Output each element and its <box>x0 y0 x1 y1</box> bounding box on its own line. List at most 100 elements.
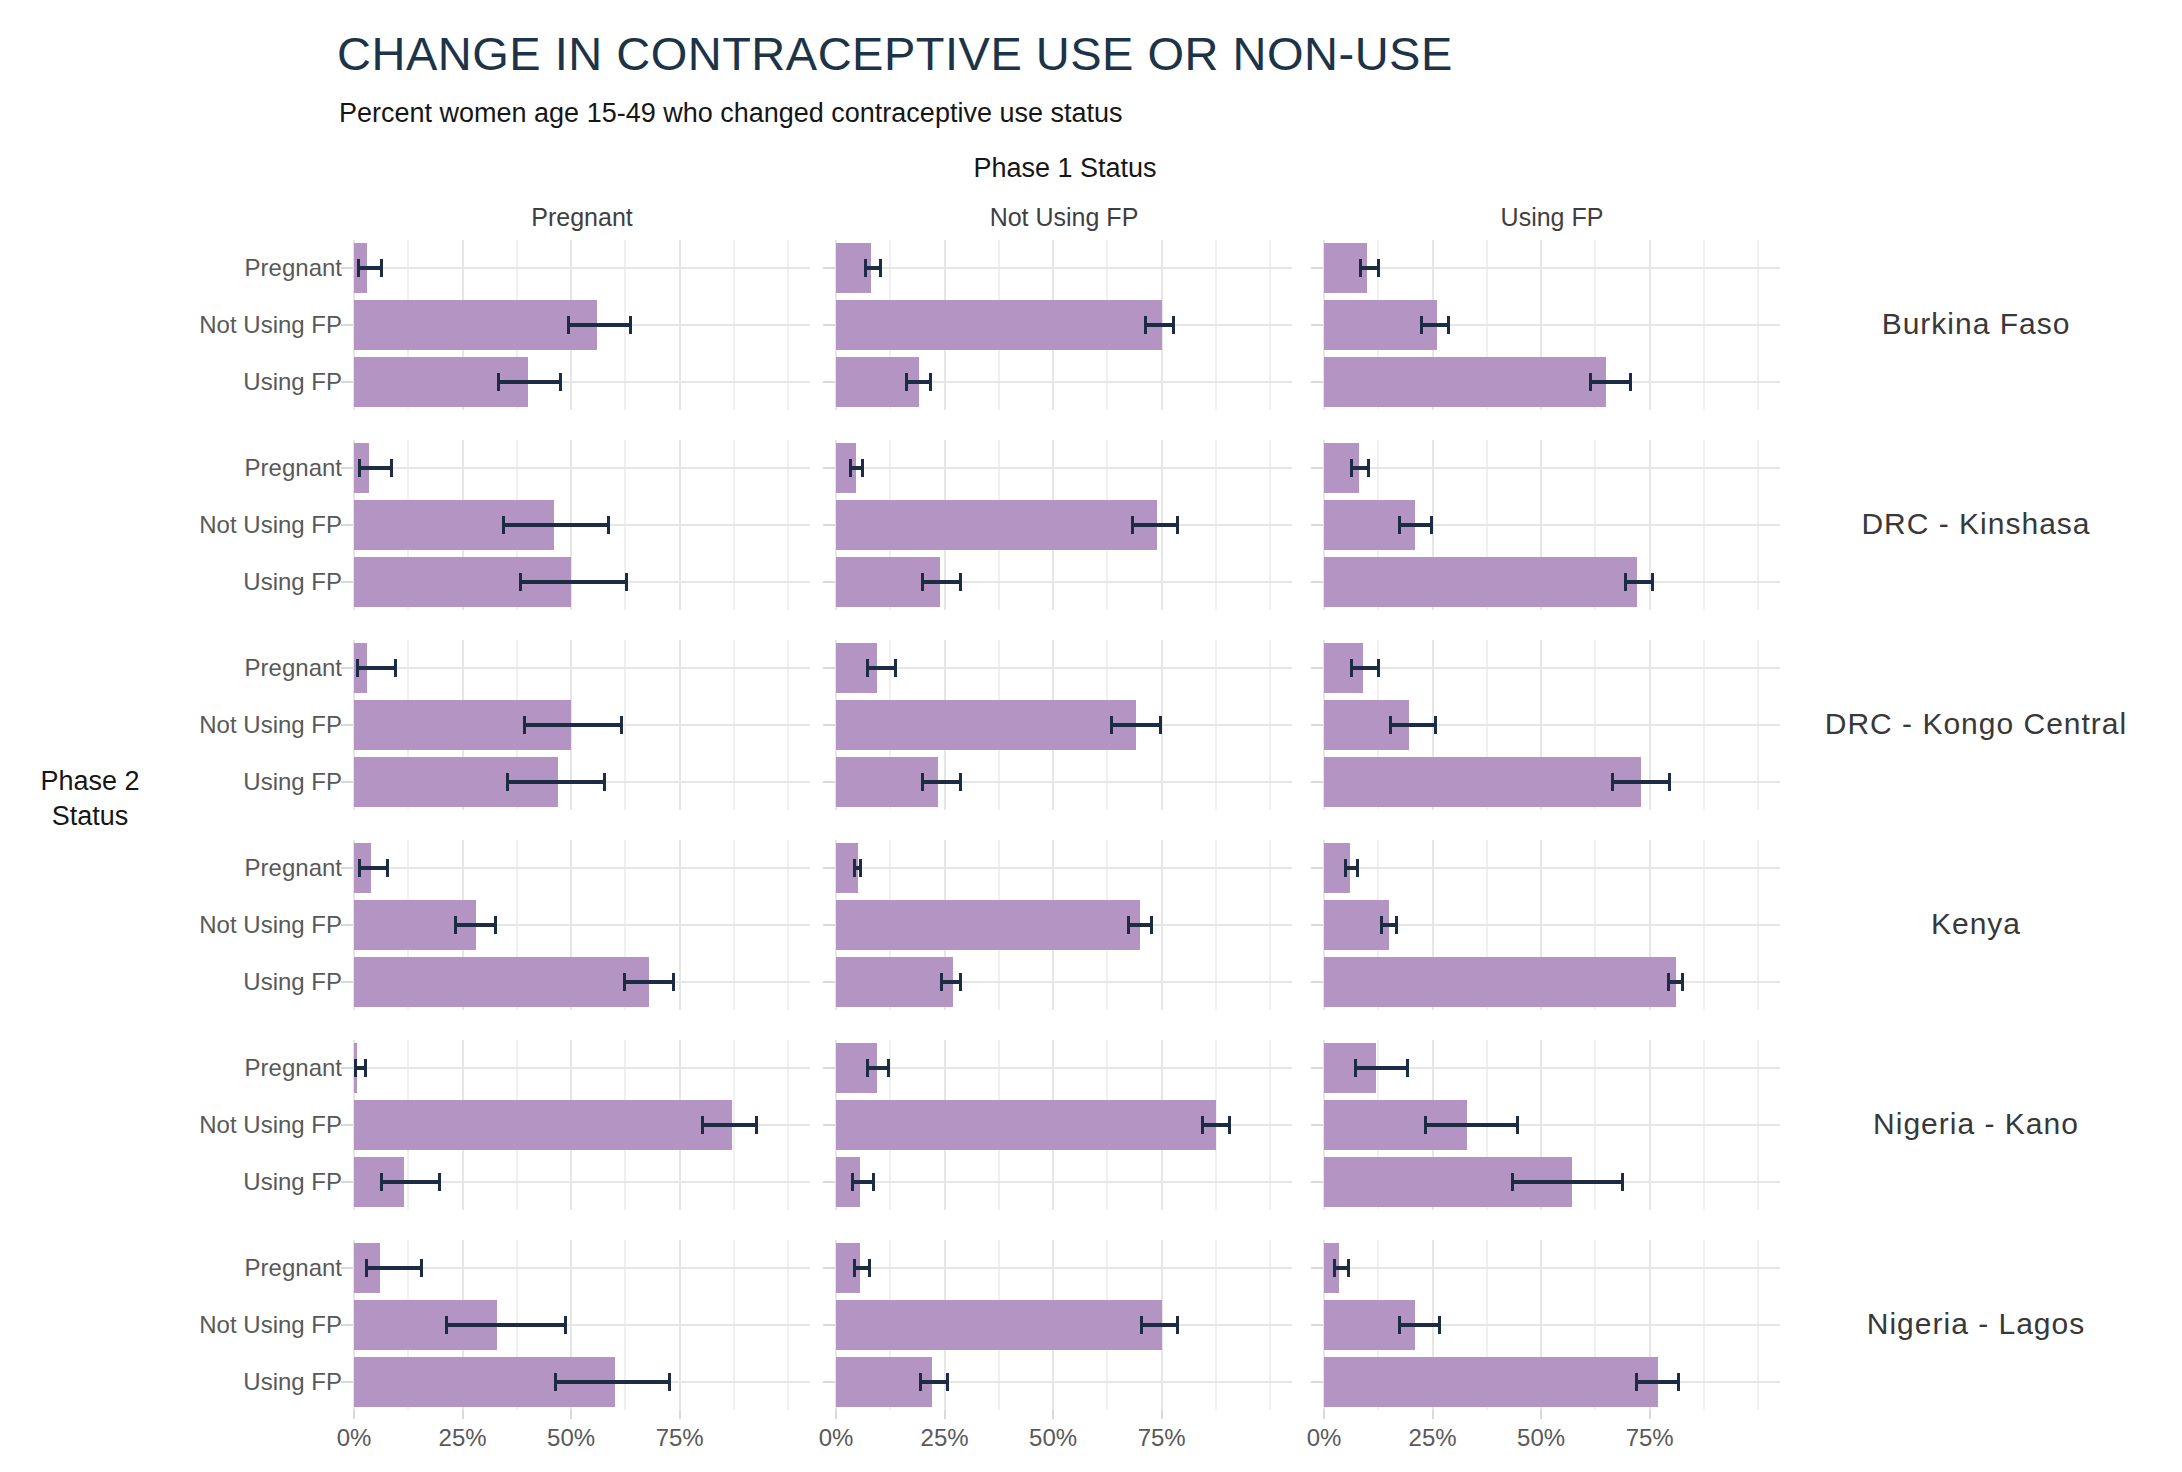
y-axis-tick <box>823 1181 835 1183</box>
bar-category-label: Pregnant <box>140 654 342 682</box>
error-bar <box>358 459 393 477</box>
error-bar <box>1140 1316 1179 1334</box>
bar-category-label: Not Using FP <box>140 711 342 739</box>
x-tick-label: 50% <box>1496 1424 1586 1452</box>
error-bar-line <box>448 1323 564 1327</box>
error-bar-line <box>1670 980 1681 984</box>
y-axis-tick <box>1311 667 1323 669</box>
y-axis-tick <box>341 1381 353 1383</box>
bar-category-label: Pregnant <box>140 1254 342 1282</box>
bar <box>354 300 597 350</box>
bar-category-label: Using FP <box>140 968 342 996</box>
gridline-horizontal <box>836 267 1292 269</box>
error-bar-line <box>457 923 494 927</box>
error-bar <box>849 459 864 477</box>
y-axis-tick <box>1311 1324 1323 1326</box>
y-axis-tick <box>823 1324 835 1326</box>
error-bar-line <box>852 466 861 470</box>
error-bar-line <box>357 1066 364 1070</box>
gridline-horizontal <box>836 867 1292 869</box>
facet-panel <box>836 1240 1292 1410</box>
bar <box>836 900 1140 950</box>
error-bar <box>1589 373 1632 391</box>
error-bar-line <box>943 980 959 984</box>
bar-category-label: Pregnant <box>140 854 342 882</box>
error-bar <box>1359 259 1381 277</box>
bar <box>836 1357 932 1407</box>
facet-panel <box>354 440 810 610</box>
bar-category-label: Using FP <box>140 1168 342 1196</box>
x-axis-tick <box>1323 1410 1325 1419</box>
error-bar-line <box>869 1066 887 1070</box>
y-axis-tick <box>823 867 835 869</box>
facet-panel <box>1324 440 1780 610</box>
error-bar <box>380 1173 441 1191</box>
error-bar-line <box>908 380 928 384</box>
error-bar <box>1110 716 1162 734</box>
y-axis-tick <box>1311 267 1323 269</box>
error-bar <box>864 259 881 277</box>
error-bar-line <box>1362 266 1378 270</box>
y-axis-tick <box>1311 1381 1323 1383</box>
y-axis-tick <box>341 267 353 269</box>
facet-panel <box>1324 1040 1780 1210</box>
error-bar <box>357 259 383 277</box>
facet-row-label-country: Nigeria - Lagos <box>1770 1307 2182 1341</box>
x-axis-tick <box>462 1410 464 1419</box>
gridline-horizontal <box>354 1067 810 1069</box>
y-axis-tick <box>1311 1181 1323 1183</box>
bar-category-label: Using FP <box>140 1368 342 1396</box>
bar-category-label: Pregnant <box>140 454 342 482</box>
error-bar <box>523 716 623 734</box>
facet-row-label-country: DRC - Kinshasa <box>1770 507 2182 541</box>
error-bar-line <box>1204 1123 1228 1127</box>
error-bar <box>1127 916 1153 934</box>
y-axis-tick <box>341 381 353 383</box>
error-bar-line <box>1592 380 1629 384</box>
bar <box>836 1300 1162 1350</box>
y-axis-tick <box>1311 724 1323 726</box>
y-axis-tick <box>1311 324 1323 326</box>
bar-category-label: Pregnant <box>140 1054 342 1082</box>
error-bar <box>853 859 862 877</box>
y-axis-tick <box>341 781 353 783</box>
bar <box>1324 357 1606 407</box>
error-bar <box>497 373 562 391</box>
error-bar-line <box>570 323 629 327</box>
error-bar-line <box>924 580 959 584</box>
error-bar-line <box>1130 923 1150 927</box>
x-tick-label: 50% <box>526 1424 616 1452</box>
bar <box>836 300 1162 350</box>
x-axis-tick <box>1432 1410 1434 1419</box>
error-bar <box>1350 459 1370 477</box>
facet-column-header-pregnant: Pregnant <box>354 203 810 232</box>
error-bar-line <box>922 1380 946 1384</box>
error-bar <box>1624 573 1654 591</box>
x-axis-tick <box>679 1410 681 1419</box>
error-bar <box>354 1059 367 1077</box>
bar-category-label: Using FP <box>140 368 342 396</box>
error-bar-line <box>383 1180 438 1184</box>
y-axis-tick <box>1311 1124 1323 1126</box>
gridline-horizontal <box>1324 267 1780 269</box>
error-bar-line <box>505 523 608 527</box>
x-axis-tick <box>1052 1410 1054 1419</box>
y-axis-tick <box>823 581 835 583</box>
error-bar <box>921 573 962 591</box>
error-bar <box>1354 1059 1408 1077</box>
contraceptive-change-chart: CHANGE IN CONTRACEPTIVE USE OR NON-USE P… <box>0 0 2182 1472</box>
error-bar <box>1131 516 1179 534</box>
error-bar <box>1333 1259 1350 1277</box>
gridline-horizontal <box>354 467 810 469</box>
bar <box>354 957 649 1007</box>
y-axis-tick <box>341 924 353 926</box>
error-bar-line <box>361 866 385 870</box>
y-axis-tick <box>823 1381 835 1383</box>
y-axis-tick <box>341 981 353 983</box>
error-bar-line <box>1353 466 1367 470</box>
y-axis-tick <box>823 467 835 469</box>
error-bar <box>866 659 896 677</box>
facet-panel <box>1324 1240 1780 1410</box>
y-axis-tick <box>341 524 353 526</box>
gridline-horizontal <box>1324 667 1780 669</box>
